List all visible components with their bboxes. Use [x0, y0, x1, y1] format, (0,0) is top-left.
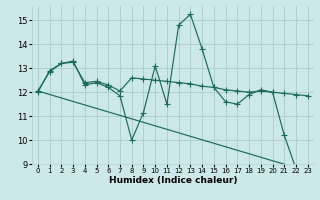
X-axis label: Humidex (Indice chaleur): Humidex (Indice chaleur)	[108, 176, 237, 185]
